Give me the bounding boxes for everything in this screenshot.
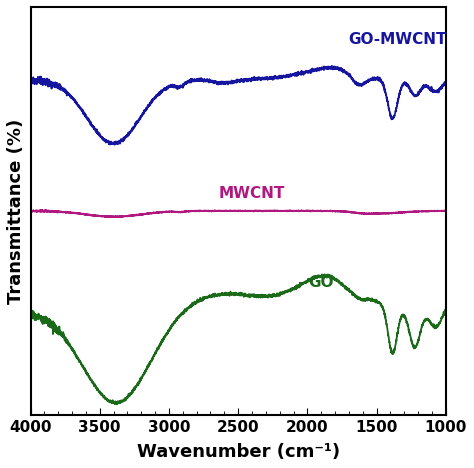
Text: GO: GO [309, 275, 334, 290]
Text: MWCNT: MWCNT [219, 186, 285, 201]
X-axis label: Wavenumber (cm⁻¹): Wavenumber (cm⁻¹) [137, 443, 340, 461]
Y-axis label: Transmittance (%): Transmittance (%) [7, 118, 25, 304]
Text: GO-MWCNT: GO-MWCNT [348, 32, 447, 47]
